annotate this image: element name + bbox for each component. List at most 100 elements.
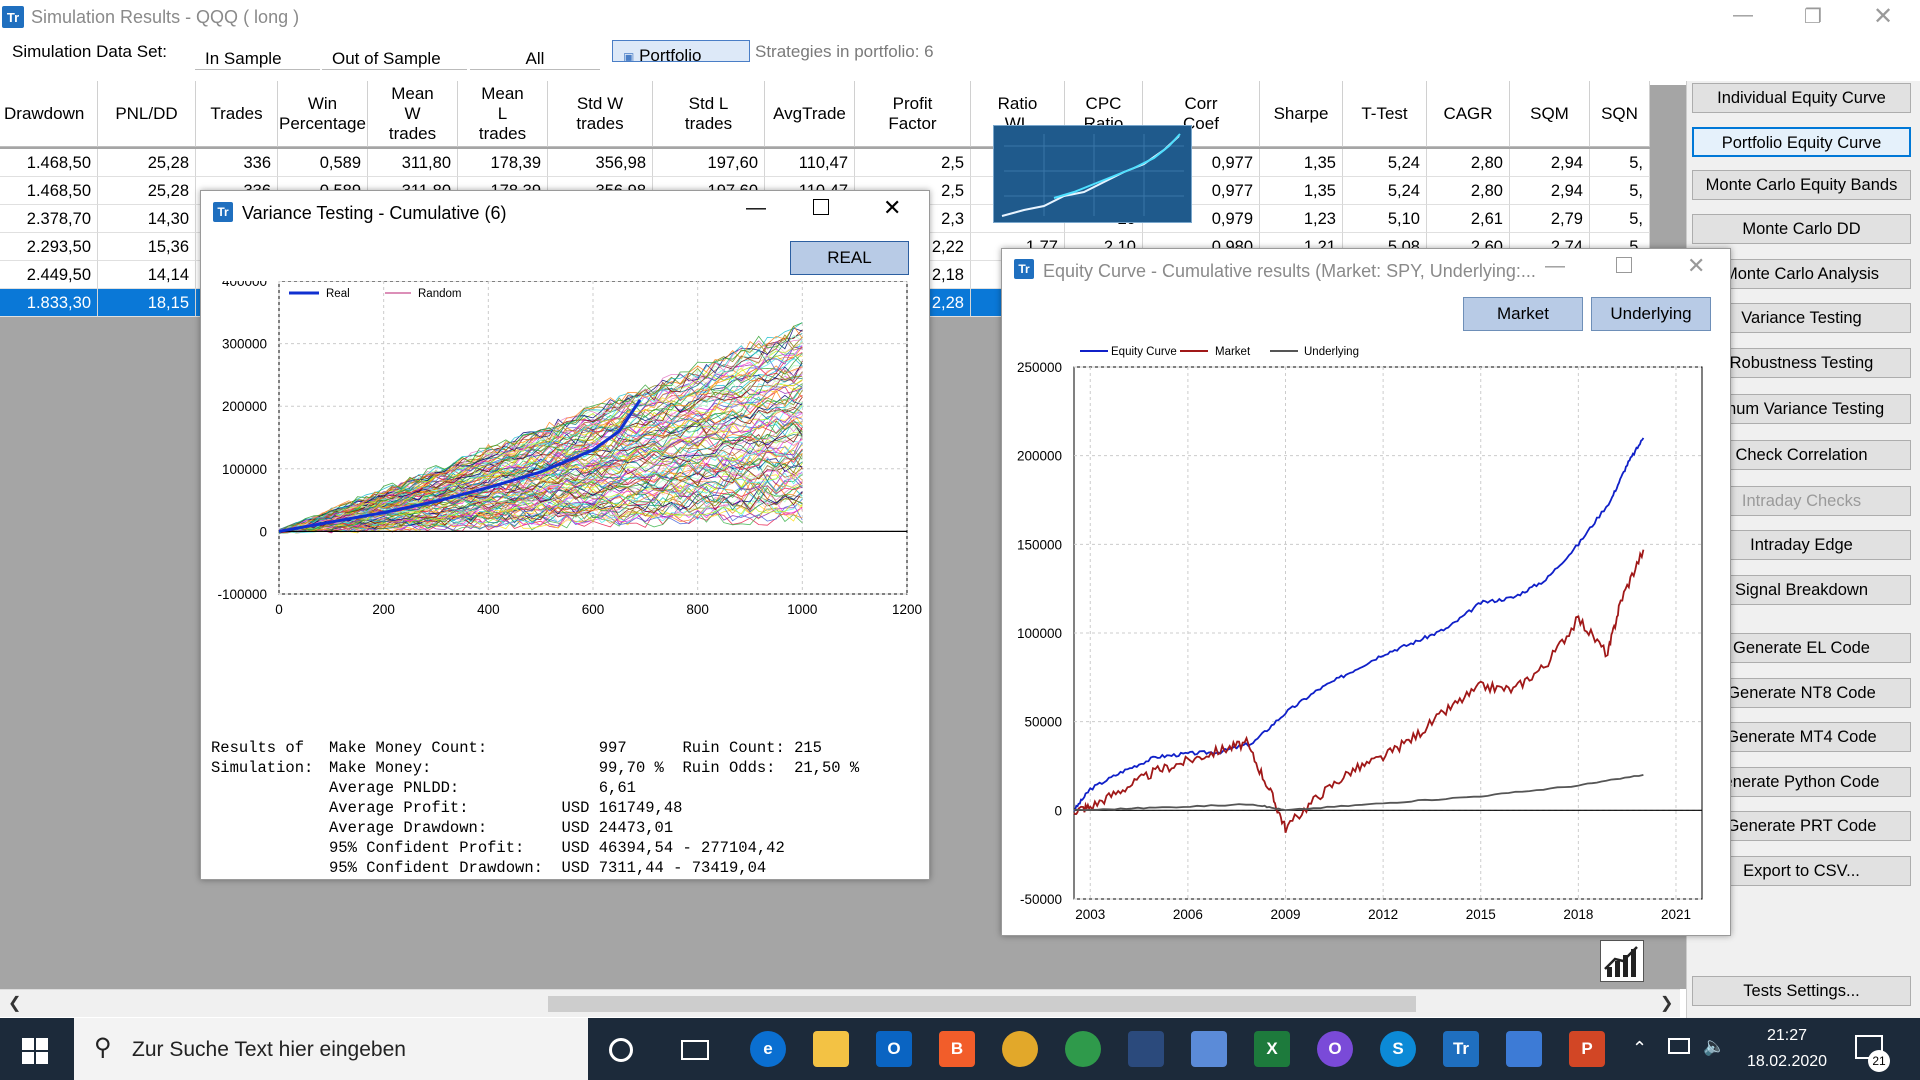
equity-minimize-icon[interactable]: — [1545, 255, 1565, 277]
spreadsheet-app-icon[interactable] [1065, 1031, 1101, 1067]
network-icon[interactable] [1668, 1038, 1690, 1054]
restore-icon[interactable]: ❐ [1804, 6, 1822, 28]
action-button[interactable]: Tests Settings... [1692, 976, 1911, 1006]
x-tick-label: 2006 [1173, 907, 1203, 922]
tradestation-icon[interactable]: Tr [1443, 1031, 1479, 1067]
chevron-up-icon[interactable]: ⌃ [1632, 1038, 1648, 1058]
tradingapp-icon[interactable] [1128, 1031, 1164, 1067]
table-cell: 2.293,50 [0, 233, 98, 261]
x-tick-label: 800 [686, 602, 709, 617]
taskbar-search-box[interactable]: ⚲ Zur Suche Text hier eingeben [74, 1018, 588, 1080]
action-button[interactable]: Individual Equity Curve [1692, 83, 1911, 113]
x-tick-label: 2021 [1661, 907, 1691, 922]
x-tick-label: 600 [582, 602, 605, 617]
equity-chart: 2003 2006 2009 2012 2015 2018 2021 250000 200000… [1017, 346, 1703, 922]
table-cell: 2,80 [1427, 149, 1510, 177]
x-tick-label: 200 [372, 602, 395, 617]
title-bar: Tr Simulation Results - QQQ ( long ) — ❐… [0, 0, 1920, 34]
equity-maximize-icon[interactable] [1616, 257, 1632, 273]
x-tick-label: 1200 [892, 602, 922, 617]
volume-icon[interactable]: 🔈 [1703, 1036, 1726, 1056]
network-app-icon[interactable] [1506, 1031, 1542, 1067]
real-button[interactable]: REAL [790, 241, 909, 275]
tab-portfolio[interactable]: ▣ Portfolio [612, 40, 750, 62]
powerpoint-icon[interactable]: P [1569, 1031, 1605, 1067]
task-view-icon[interactable] [681, 1040, 709, 1060]
table-cell: 5, [1590, 205, 1650, 233]
column-header[interactable]: Sharpe [1260, 81, 1343, 147]
legend-label: Market [1215, 346, 1251, 358]
cortana-icon[interactable] [609, 1038, 633, 1062]
table-cell: 2,61 [1427, 205, 1510, 233]
equity-close-icon[interactable]: ✕ [1687, 253, 1706, 278]
clock-time[interactable]: 21:27 [1766, 1027, 1808, 1044]
table-cell: 18,15 [98, 289, 196, 317]
windows-start-icon[interactable] [22, 1038, 48, 1069]
column-header[interactable]: Drawdown [0, 81, 98, 147]
underlying-button[interactable]: Underlying [1591, 297, 1711, 331]
column-header[interactable]: Std L trades [653, 81, 765, 147]
file-explorer-icon[interactable] [813, 1031, 849, 1067]
chrome-icon[interactable] [1002, 1031, 1038, 1067]
underlying-line [1074, 774, 1644, 812]
skype-icon[interactable]: S [1380, 1031, 1416, 1067]
close-icon[interactable]: ✕ [1872, 3, 1894, 30]
column-header[interactable]: Trades [196, 81, 278, 147]
app-logo-icon: Tr [2, 6, 24, 28]
random-series-line [278, 362, 803, 534]
scrollbar-thumb[interactable] [548, 996, 1416, 1012]
edge-icon[interactable]: e [750, 1031, 786, 1067]
table-cell: 1,35 [1260, 149, 1343, 177]
legend-label: Equity Curve [1111, 346, 1177, 358]
column-header[interactable]: SQN [1590, 81, 1650, 147]
column-header[interactable]: Profit Factor [855, 81, 971, 147]
clock-date[interactable]: 18.02.2020 [1746, 1053, 1828, 1070]
action-button[interactable]: enerate Python Code [1692, 767, 1911, 797]
y-tick-label: 400000 [222, 281, 267, 289]
column-header[interactable]: Mean L trades [458, 81, 548, 147]
portfolio-icon: ▣ [623, 50, 635, 62]
horizontal-scrollbar[interactable]: ❮ ❯ [0, 989, 1680, 1017]
outlook-icon[interactable]: O [876, 1031, 912, 1067]
table-cell: 14,30 [98, 205, 196, 233]
variance-window-icon: Tr [213, 202, 233, 222]
scroll-left-icon[interactable]: ❮ [8, 995, 22, 1012]
chart-toggle-icon[interactable] [1600, 940, 1644, 982]
table-cell: 5,10 [1343, 205, 1427, 233]
tab-out-of-sample[interactable]: Out of Sample [322, 40, 467, 70]
scroll-right-icon[interactable]: ❯ [1660, 995, 1674, 1012]
column-header[interactable]: AvgTrade [765, 81, 855, 147]
column-header[interactable]: T-Test [1343, 81, 1427, 147]
variance-maximize-icon[interactable] [813, 199, 829, 215]
table-cell: 25,28 [98, 177, 196, 205]
circle-app-icon[interactable]: O [1317, 1031, 1353, 1067]
action-button[interactable]: Portfolio Equity Curve [1692, 127, 1911, 157]
column-header[interactable]: PNL/DD [98, 81, 196, 147]
market-button[interactable]: Market [1463, 297, 1583, 331]
tab-in-sample[interactable]: In Sample [195, 40, 320, 70]
column-header[interactable]: Std W trades [548, 81, 653, 147]
minimize-icon[interactable]: — [1733, 4, 1753, 26]
action-button[interactable]: Monte Carlo DD [1692, 214, 1911, 244]
excel-icon[interactable]: X [1254, 1031, 1290, 1067]
market-line [1073, 549, 1645, 833]
column-header[interactable]: CAGR [1427, 81, 1510, 147]
table-cell: 110,47 [765, 149, 855, 177]
table-cell: 2.378,70 [0, 205, 98, 233]
table-cell: 336 [196, 149, 278, 177]
variance-minimize-icon[interactable]: — [746, 197, 766, 219]
random-series-line [278, 325, 803, 532]
remote-desktop-icon[interactable] [1191, 1031, 1227, 1067]
search-placeholder: Zur Suche Text hier eingeben [132, 1038, 406, 1061]
column-header[interactable]: Mean W trades [368, 81, 458, 147]
random-series-line [278, 322, 803, 534]
y-tick-label: -100000 [217, 587, 267, 602]
brave-icon[interactable]: B [939, 1031, 975, 1067]
variance-chart: 0 200 400 600 800 1000 1200 400000 300000 200000 1… [217, 281, 922, 617]
column-header[interactable]: Win Percentage [278, 81, 368, 147]
y-tick-label: 0 [1054, 803, 1062, 818]
variance-close-icon[interactable]: ✕ [883, 195, 902, 220]
action-button[interactable]: Monte Carlo Equity Bands [1692, 170, 1911, 200]
column-header[interactable]: SQM [1510, 81, 1590, 147]
tab-all[interactable]: All [470, 40, 600, 70]
